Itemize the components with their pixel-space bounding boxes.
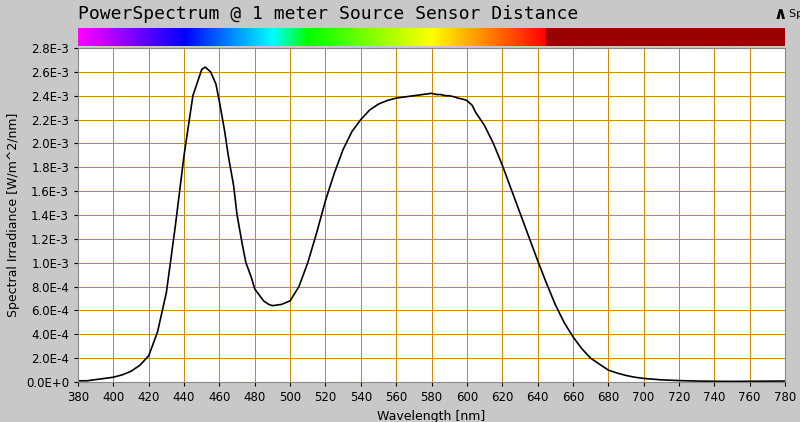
X-axis label: Wavelength [nm]: Wavelength [nm] — [378, 410, 486, 422]
Text: ∧: ∧ — [774, 5, 786, 23]
Text: PowerSpectrum @ 1 meter Source Sensor Distance: PowerSpectrum @ 1 meter Source Sensor Di… — [78, 5, 578, 23]
Text: Spectral Irradiance [W/m^2/nm]: Spectral Irradiance [W/m^2/nm] — [789, 9, 800, 19]
Y-axis label: Spectral Irradiance [W/m^2/nm]: Spectral Irradiance [W/m^2/nm] — [7, 113, 20, 317]
